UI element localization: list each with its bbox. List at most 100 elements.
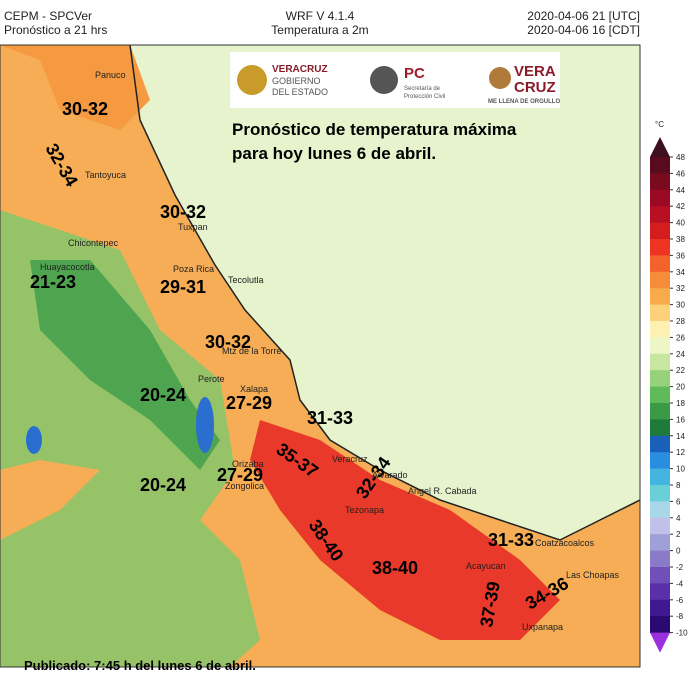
place-label: Tantoyuca (85, 170, 126, 180)
temperature-range: 20-24 (140, 475, 186, 495)
logo-text: DEL ESTADO (272, 87, 328, 97)
temperature-range: 31-33 (488, 530, 534, 550)
logo-text: Secretaría de (404, 86, 441, 92)
colorbar-segment (650, 419, 670, 437)
green-area (30, 260, 220, 470)
colorbar-segment (650, 403, 670, 420)
colorbar-segment (650, 304, 670, 322)
colorbar-tick-label: 16 (676, 415, 685, 424)
pc-seal (370, 66, 398, 94)
hot-area (250, 420, 560, 640)
coastline (129, 44, 641, 541)
temperature-range: 27-29 (217, 465, 263, 485)
colorbar-segment (650, 485, 670, 502)
published-note: Publicado: 7:45 h del lunes 6 de abril. (24, 658, 256, 673)
colorbar-tick-label: -10 (676, 629, 688, 638)
colorbar-tick-label: 20 (676, 383, 685, 392)
colorbar-segment (650, 271, 670, 289)
colorbar-tick-label: 30 (676, 301, 685, 310)
colorbar-tick-label: 18 (676, 399, 685, 408)
colorbar-segment (650, 370, 670, 388)
header-text: WRF V 4.1.4 (286, 9, 355, 23)
place-label: Xalapa (240, 384, 268, 394)
colorbar-segment (650, 452, 670, 470)
colorbar-tick-label: 24 (676, 350, 685, 359)
place-label: Panuco (95, 70, 126, 80)
colorbar-segment (650, 173, 670, 191)
place-label: Poza Rica (173, 264, 214, 274)
colorbar-tick-label: -4 (676, 579, 684, 588)
colorbar-tick-label: 8 (676, 481, 681, 490)
colorbar-tick-label: 12 (676, 448, 685, 457)
temperature-range: 21-23 (30, 272, 76, 292)
colorbar-tick-label: 48 (676, 153, 685, 162)
colorbar-tick-label: 4 (676, 514, 681, 523)
cool-area (26, 426, 42, 454)
map-frame (0, 44, 641, 668)
colorbar-tick-label: 10 (676, 465, 685, 474)
colorbar-segment (650, 321, 670, 338)
place-label: Tuxpan (178, 222, 208, 232)
temperature-range: 20-24 (140, 385, 186, 405)
colorbar-segment (650, 137, 670, 157)
place-label: Tecolutla (228, 275, 264, 285)
place-label: Mtz de la Torre (222, 346, 281, 356)
logo-text: Protección Civil (404, 94, 445, 100)
temperature-range: 31-33 (307, 408, 353, 428)
place-label: Orizaba (232, 459, 264, 469)
colorbar-segment (650, 386, 670, 404)
colorbar-segment (650, 534, 670, 552)
header-text: 2020-04-06 21 [UTC] (527, 9, 640, 23)
colorbar-tick-label: 40 (676, 219, 685, 228)
colorbar-segment (650, 189, 670, 207)
colorbar-tick-label: -6 (676, 596, 684, 605)
place-label: Uxpanapa (522, 622, 563, 632)
temperature-range: 30-32 (160, 202, 206, 222)
place-label: Las Choapas (566, 570, 620, 580)
colorbar-segment (650, 255, 670, 273)
header-text: Pronóstico a 21 hrs (4, 23, 107, 37)
temperature-range: 38-40 (372, 558, 418, 578)
place-label: Alvarado (372, 470, 408, 480)
place-label: Tezonapa (345, 505, 384, 515)
cool-area (196, 397, 214, 453)
colorbar-segment (650, 468, 670, 486)
colorbar-segment (650, 157, 670, 174)
colorbar-tick-label: 44 (676, 186, 685, 195)
colorbar-tick-label: 22 (676, 366, 685, 375)
colorbar-unit: °C (655, 120, 664, 129)
colorbar-tick-label: 32 (676, 284, 685, 293)
state-seal (237, 65, 267, 95)
colorbar-tick-label: 28 (676, 317, 685, 326)
temperature-range: 29-31 (160, 277, 206, 297)
colorbar-segment (650, 599, 670, 617)
temperature-range: 27-29 (226, 393, 272, 413)
header-text: 2020-04-06 16 [CDT] (527, 23, 640, 37)
colorbar-segment (650, 239, 670, 256)
colorbar-tick-label: 6 (676, 497, 681, 506)
place-label: Coatzacoalcos (535, 538, 595, 548)
place-label: Veracruz (332, 454, 368, 464)
place-label: Angel R. Cabada (408, 486, 477, 496)
colorbar-segment (650, 632, 670, 653)
logo-text: CRUZ (514, 79, 556, 96)
logo-text: ME LLENA DE ORGULLO (488, 99, 560, 105)
colorbar-segment (650, 550, 670, 568)
colorbar-segment (650, 435, 670, 453)
colorbar-tick-label: 0 (676, 547, 681, 556)
colorbar-tick-label: 36 (676, 251, 685, 260)
place-label: Perote (198, 374, 225, 384)
colorbar-segment (650, 583, 670, 601)
colorbar-tick-label: 38 (676, 235, 685, 244)
colorbar-tick-label: -2 (676, 563, 684, 572)
logo-text: VERA (514, 63, 556, 80)
temperature-range: 30-32 (205, 332, 251, 352)
colorbar-segment (650, 206, 670, 224)
colorbar-tick-label: 26 (676, 333, 685, 342)
header-text: CEPM - SPCVer (4, 9, 92, 23)
warm-area (0, 45, 150, 130)
colorbar-segment (650, 517, 670, 535)
colorbar-segment (650, 567, 670, 584)
